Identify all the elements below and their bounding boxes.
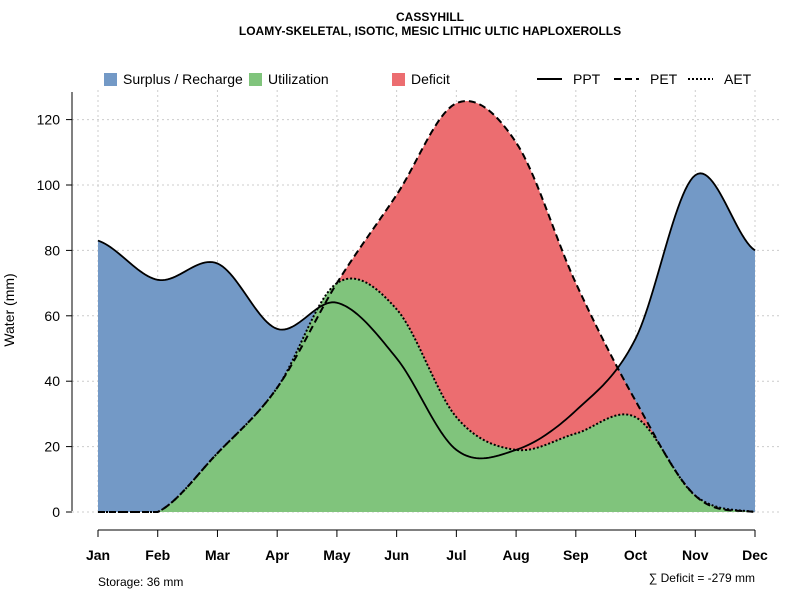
series-lines xyxy=(97,100,756,513)
legend-label: Utilization xyxy=(268,71,329,87)
y-axis-label: Water (mm) xyxy=(1,273,17,346)
legend-swatch xyxy=(104,73,117,86)
legend-label: PET xyxy=(650,71,678,87)
x-tick-label: Nov xyxy=(682,547,709,563)
legend-label: AET xyxy=(724,71,752,87)
x-tick-label: Sep xyxy=(563,547,589,563)
x-tick-label: Jan xyxy=(86,547,110,563)
legend-swatch xyxy=(392,73,405,86)
y-tick-label: 40 xyxy=(44,373,60,389)
series-line-aet xyxy=(98,277,756,513)
deficit-note: ∑ Deficit = -279 mm xyxy=(649,571,755,585)
y-tick-label: 20 xyxy=(44,439,60,455)
x-tick-label: Feb xyxy=(145,547,170,563)
axes: 0 20 40 60 80 100 120 Jan Feb Mar Apr May Jun Jul Aug S… xyxy=(37,92,768,563)
storage-note: Storage: 36 mm xyxy=(98,575,183,589)
y-tick-label: 100 xyxy=(37,177,61,193)
legend-label: Deficit xyxy=(411,71,450,87)
legend-swatch xyxy=(249,73,262,86)
legend-label: PPT xyxy=(573,71,601,87)
x-tick-label: Jul xyxy=(446,547,466,563)
x-tick-label: Mar xyxy=(205,547,230,563)
y-tick-label: 120 xyxy=(37,112,61,128)
chart-title: CASSYHILL xyxy=(396,10,464,24)
y-tick-label: 0 xyxy=(52,504,60,520)
utilization-area xyxy=(98,278,755,512)
y-tick-label: 60 xyxy=(44,308,60,324)
legend: Surplus / Recharge Utilization Deficit PPT P… xyxy=(104,71,752,87)
y-tick-label: 80 xyxy=(44,242,60,258)
x-tick-label: Jun xyxy=(384,547,409,563)
x-tick-label: May xyxy=(323,547,350,563)
legend-label: Surplus / Recharge xyxy=(123,71,243,87)
series-line-ppt xyxy=(97,172,756,460)
x-tick-label: Apr xyxy=(265,547,290,563)
water-balance-areas xyxy=(98,101,755,513)
x-tick-label: Oct xyxy=(624,547,648,563)
chart-subtitle: LOAMY-SKELETAL, ISOTIC, MESIC LITHIC ULT… xyxy=(239,24,621,38)
series-line-pet xyxy=(98,100,756,513)
x-tick-label: Aug xyxy=(502,547,529,563)
x-tick-label: Dec xyxy=(742,547,768,563)
